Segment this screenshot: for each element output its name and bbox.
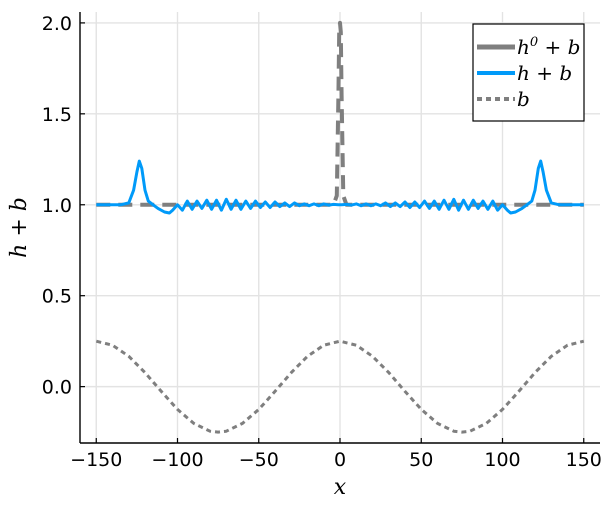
series-line-2 <box>96 159 584 215</box>
x-axis-label: x <box>334 475 347 500</box>
tick-labels: −150 −100 −50 0 50 100 150 0.0 0.5 1.0 1.5 2.0 <box>42 13 602 471</box>
y-tick-label: 2.0 <box>42 13 72 35</box>
y-tick-label: 1.5 <box>42 104 72 126</box>
axes <box>79 12 600 444</box>
legend-label: h + b <box>517 61 572 85</box>
x-tick-label: 150 <box>566 449 602 471</box>
x-tick-label: 50 <box>409 449 433 471</box>
legend-label: b <box>517 87 530 111</box>
x-tick-label: −100 <box>151 449 203 471</box>
x-tick-label: −150 <box>70 449 122 471</box>
x-tick-label: 100 <box>484 449 520 471</box>
series-layer <box>95 20 585 434</box>
y-axis-label: h + b <box>7 197 32 258</box>
legend: h0 + bh + bb <box>472 23 585 122</box>
x-tick-label: 0 <box>334 449 346 471</box>
y-tick-label: 0.5 <box>42 286 72 308</box>
legend-label: h0 + b <box>517 35 580 59</box>
y-tick-label: 0.0 <box>42 377 72 399</box>
y-tick-label: 1.0 <box>42 195 72 217</box>
x-tick-label: −50 <box>239 449 279 471</box>
